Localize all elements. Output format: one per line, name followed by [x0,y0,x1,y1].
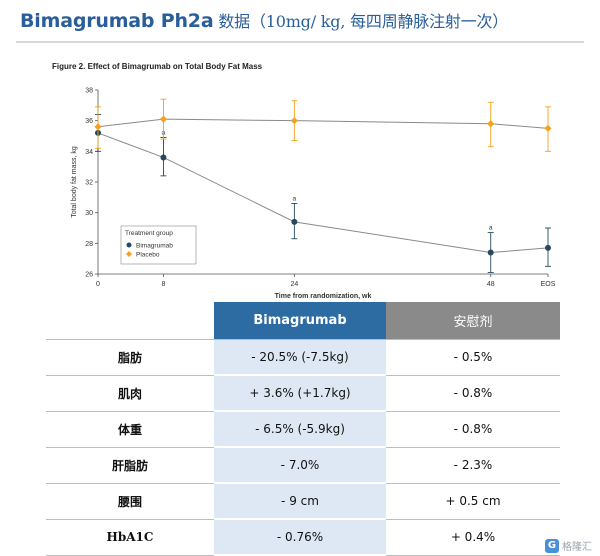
results-table: Bimagrumab 安慰剂 脂肪 - 20.5% (-7.5kg) - 0.5… [46,302,560,556]
table-row: 肌肉 + 3.6% (+1.7kg) - 0.8% [46,375,560,412]
x-tick-label: 24 [290,281,298,288]
legend-marker [126,251,132,257]
legend-label: Placebo [136,251,160,258]
header-blank [46,302,214,340]
legend-title: Treatment group [125,230,173,237]
table-row: 腰围 - 9 cm + 0.5 cm [46,483,560,520]
data-point [291,218,298,225]
x-tick-label: 8 [162,281,166,288]
placebo-cell: + 0.4% [386,519,560,556]
data-point [94,123,102,131]
placebo-cell: - 2.3% [386,447,560,484]
y-tick-label: 30 [85,210,93,217]
metric-cell: 脂肪 [46,339,214,376]
table-row: HbA1C - 0.76% + 0.4% [46,519,560,556]
slide-title-detail: 数据（10mg/ kg, 每四周静脉注射一次） [213,12,509,31]
drug-cell: - 0.76% [214,519,386,556]
drug-cell: + 3.6% (+1.7kg) [214,375,386,412]
metric-cell: 肝脂肪 [46,447,214,484]
x-tick-label: 0 [96,281,100,288]
drug-cell: - 6.5% (-5.9kg) [214,411,386,448]
table-header-row: Bimagrumab 安慰剂 [46,302,560,340]
table-row: 肝脂肪 - 7.0% - 2.3% [46,447,560,484]
data-point [544,124,552,132]
fat-mass-chart: 26 28 30 32 34 36 38 0 8 24 48 EOS Time from randomi… [71,88,556,301]
y-tick-label: 26 [85,272,93,279]
data-point [545,244,551,251]
placebo-cell: + 0.5 cm [386,483,560,520]
table-row: 脂肪 - 20.5% (-7.5kg) - 0.5% [46,339,560,376]
x-axis-title: Time from randomization, wk [275,293,372,300]
placebo-cell: - 0.5% [386,339,560,376]
placebo-cell: - 0.8% [386,375,560,412]
significance-label: a [293,195,297,202]
metric-cell: HbA1C [46,519,214,556]
header-bimagrumab: Bimagrumab [214,302,386,340]
title-divider [16,41,584,43]
y-axis-title: Total body fat mass, kg [71,146,78,218]
legend-marker [126,242,132,248]
legend-box [120,225,197,265]
y-tick-label: 38 [85,88,93,95]
drug-cell: - 20.5% (-7.5kg) [214,339,386,376]
watermark-text: 格隆汇 [562,542,592,553]
data-point [487,249,494,256]
metric-cell: 腰围 [46,483,214,520]
data-point [159,115,168,123]
watermark: G 格隆汇 [545,538,592,553]
significance-label: a [489,225,493,232]
metric-cell: 体重 [46,411,214,448]
metric-cell: 肌肉 [46,375,214,412]
y-tick-label: 36 [85,118,93,125]
data-point [290,117,298,125]
figure-caption: Figure 2. Effect of Bimagrumab on Total … [52,62,263,71]
placebo-cell: - 0.8% [386,411,560,448]
drug-cell: - 7.0% [214,447,386,484]
y-tick-label: 32 [85,180,93,187]
slide-title-main: Bimagrumab Ph2a [20,10,214,32]
x-tick-label: EOS [541,281,556,288]
x-tick-label: 48 [487,281,495,288]
y-tick-label: 34 [85,149,93,156]
table-row: 体重 - 6.5% (-5.9kg) - 0.8% [46,411,560,448]
watermark-logo-icon: G [545,538,559,553]
legend-label: Bimagrumab [136,242,173,249]
y-tick-label: 28 [85,241,93,248]
slide-title: Bimagrumab Ph2a 数据（10mg/ kg, 每四周静脉注射一次） [20,8,508,32]
drug-cell: - 9 cm [214,483,386,520]
data-point [160,154,167,161]
data-point [487,120,495,128]
header-placebo: 安慰剂 [386,302,560,340]
